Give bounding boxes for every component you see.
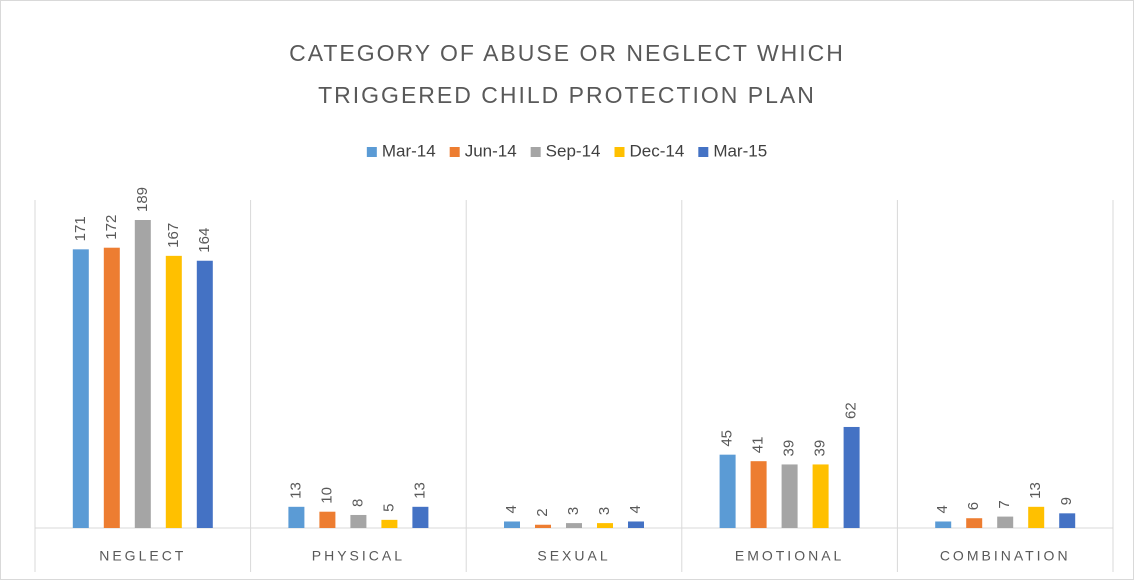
data-label: 171 (72, 216, 89, 241)
data-label: 13 (287, 482, 304, 499)
x-tick-label: COMBINATION (940, 548, 1071, 564)
bar (843, 426, 860, 528)
data-label: 164 (196, 228, 213, 253)
data-label: 39 (781, 440, 798, 457)
bar (628, 521, 644, 528)
data-label: 167 (165, 223, 182, 248)
bar (1028, 506, 1045, 528)
legend-swatch (614, 147, 625, 157)
bar (966, 518, 983, 528)
x-tick-label: NEGLECT (99, 548, 186, 564)
data-label: 4 (503, 505, 520, 513)
bar (812, 464, 829, 528)
legend-label: Jun-14 (465, 141, 517, 160)
bar (350, 514, 367, 528)
bar (134, 220, 151, 528)
legend-swatch (698, 147, 709, 157)
data-label: 6 (965, 502, 982, 510)
data-label: 172 (103, 215, 120, 240)
bar (566, 523, 582, 528)
data-label: 3 (596, 507, 613, 515)
bar (504, 521, 520, 528)
data-label: 8 (349, 499, 366, 507)
x-tick-label: EMOTIONAL (735, 548, 844, 564)
bar (319, 511, 336, 528)
data-label: 13 (1027, 482, 1044, 499)
bar (719, 454, 736, 528)
x-tick-label: SEXUAL (537, 548, 610, 564)
data-label: 62 (843, 402, 860, 419)
data-label: 4 (627, 505, 644, 513)
legend-label: Dec-14 (630, 141, 685, 160)
legend-label: Mar-14 (382, 141, 436, 160)
legend-label: Mar-15 (713, 141, 767, 160)
legend-swatch (449, 147, 460, 157)
bar (165, 255, 182, 528)
legend-label: Sep-14 (546, 141, 601, 160)
data-label: 39 (812, 440, 829, 457)
data-label: 13 (411, 482, 428, 499)
chart-title: CATEGORY OF ABUSE OR NEGLECT WHICH TRIGG… (289, 40, 845, 108)
legend-swatch (530, 147, 541, 157)
bar (412, 506, 429, 528)
bar (535, 524, 551, 528)
bar (72, 249, 89, 529)
bar (381, 519, 398, 528)
data-label: 5 (380, 504, 397, 512)
data-label: 3 (565, 507, 582, 515)
bar (196, 260, 213, 528)
bar (781, 464, 798, 528)
bar (935, 521, 952, 528)
data-label: 41 (750, 436, 767, 453)
data-label: 4 (934, 505, 951, 513)
x-tick-label: PHYSICAL (312, 548, 405, 564)
data-label: 2 (534, 508, 551, 516)
data-label: 45 (719, 430, 736, 447)
legend-swatch (366, 147, 377, 157)
bar (997, 516, 1014, 528)
bar (1059, 513, 1076, 528)
data-label: 9 (1058, 497, 1075, 505)
bar (750, 461, 767, 528)
data-label: 10 (318, 487, 335, 504)
data-label: 7 (996, 500, 1013, 508)
bar (288, 506, 305, 528)
bar (103, 247, 120, 528)
data-label: 189 (134, 187, 151, 212)
bar (597, 523, 613, 528)
